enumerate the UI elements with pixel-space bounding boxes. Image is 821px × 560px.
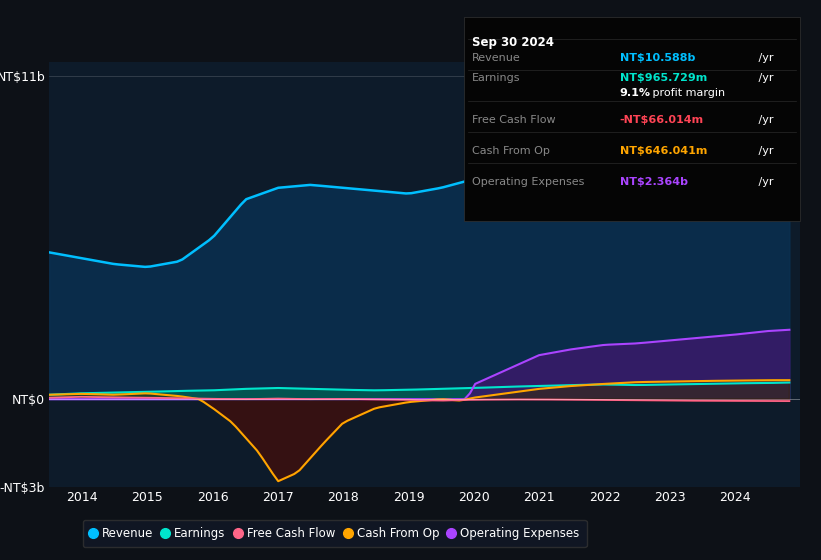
Text: Revenue: Revenue (472, 53, 521, 63)
Text: NT$965.729m: NT$965.729m (620, 73, 707, 83)
Legend: Revenue, Earnings, Free Cash Flow, Cash From Op, Operating Expenses: Revenue, Earnings, Free Cash Flow, Cash … (83, 520, 587, 547)
Text: NT$646.041m: NT$646.041m (620, 146, 707, 156)
Text: /yr: /yr (755, 146, 774, 156)
Text: Free Cash Flow: Free Cash Flow (472, 115, 556, 125)
Text: /yr: /yr (755, 73, 774, 83)
Text: Sep 30 2024: Sep 30 2024 (472, 36, 554, 49)
Text: 9.1%: 9.1% (620, 88, 651, 98)
Text: profit margin: profit margin (649, 88, 725, 98)
Text: /yr: /yr (755, 115, 774, 125)
Text: /yr: /yr (755, 53, 774, 63)
Text: -NT$66.014m: -NT$66.014m (620, 115, 704, 125)
Text: NT$2.364b: NT$2.364b (620, 177, 688, 186)
Text: /yr: /yr (755, 177, 774, 186)
Text: Earnings: Earnings (472, 73, 521, 83)
Text: Operating Expenses: Operating Expenses (472, 177, 585, 186)
Text: NT$10.588b: NT$10.588b (620, 53, 695, 63)
Text: Cash From Op: Cash From Op (472, 146, 550, 156)
